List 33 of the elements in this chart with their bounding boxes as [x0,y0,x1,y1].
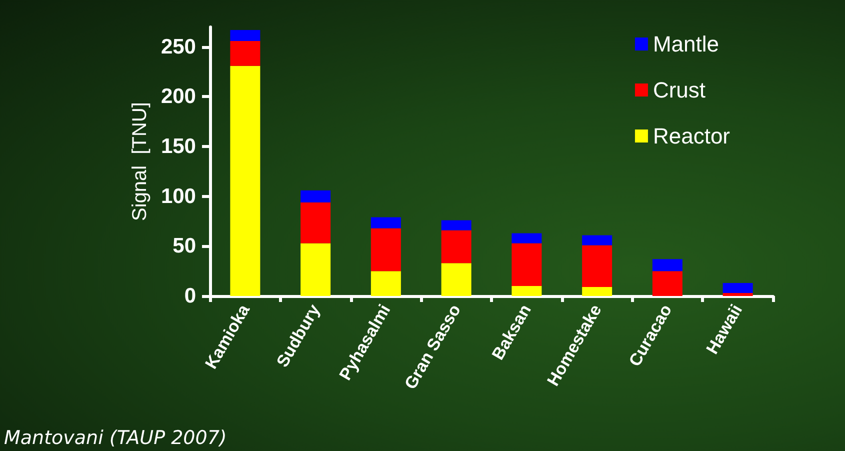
bar [582,245,612,288]
bar [441,263,472,296]
y-axis-title: Signal [TNU] [129,102,152,221]
bar [370,271,401,296]
legend-label: Reactor [652,124,730,148]
bar [300,202,331,244]
bar [441,230,472,264]
y-tick-label: 50 [172,234,196,258]
y-tick-label: 100 [160,184,196,208]
bar [230,66,260,296]
bar [441,220,472,230]
bar [652,271,682,296]
bar [512,233,542,244]
text: Mantovani (TAUP 2007) [4,427,227,449]
y-tick-label: 0 [184,284,196,308]
legend-label: Crust [652,78,706,102]
bar [370,228,401,272]
bar [230,40,260,66]
bar [512,286,542,296]
bar [582,287,612,296]
bar [722,283,753,294]
bar [230,30,260,41]
bar [652,259,682,272]
y-tick-label: 200 [160,85,196,108]
bar [722,293,753,296]
legend-label: Mantle [652,32,720,56]
bar [370,217,401,228]
bar [512,243,542,286]
y-tick-label: 150 [160,135,196,158]
bar [300,190,331,202]
bar [582,235,612,246]
y-tick-label: 250 [160,35,196,58]
bar [300,243,331,296]
